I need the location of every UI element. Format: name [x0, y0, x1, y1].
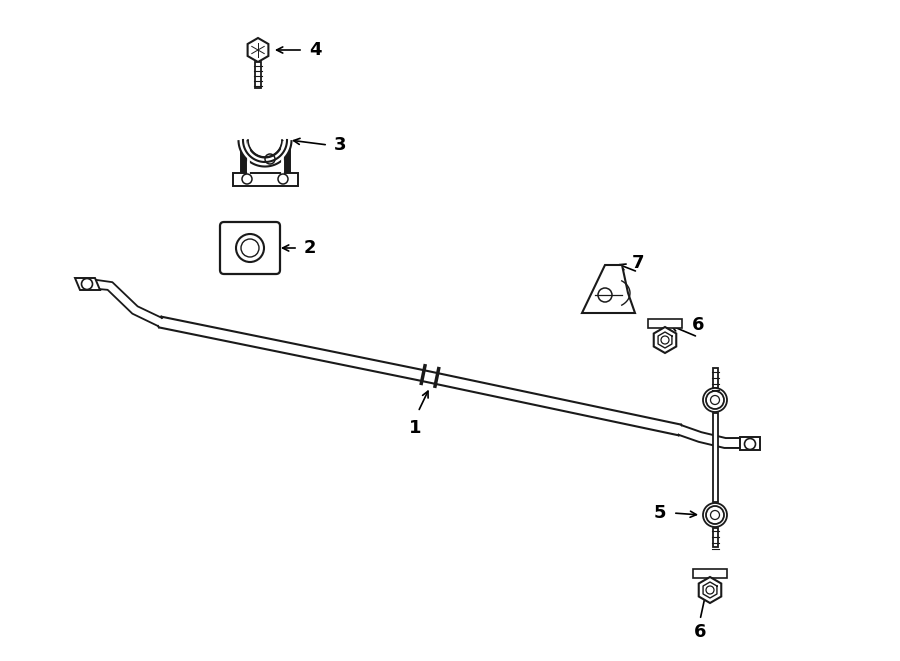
Text: 1: 1 — [409, 419, 421, 437]
Polygon shape — [713, 413, 717, 502]
Polygon shape — [713, 368, 717, 388]
Polygon shape — [248, 38, 268, 62]
Polygon shape — [232, 173, 298, 186]
Circle shape — [703, 388, 727, 412]
Polygon shape — [255, 62, 261, 88]
Text: 6: 6 — [694, 623, 706, 641]
Text: 4: 4 — [309, 41, 321, 59]
Circle shape — [703, 503, 727, 527]
Polygon shape — [75, 278, 100, 290]
Text: 7: 7 — [632, 254, 644, 272]
Circle shape — [706, 391, 724, 409]
Polygon shape — [740, 437, 760, 450]
Text: 5: 5 — [653, 504, 666, 522]
Polygon shape — [713, 528, 717, 547]
Text: 6: 6 — [692, 316, 704, 334]
Text: 2: 2 — [304, 239, 316, 257]
Polygon shape — [648, 319, 682, 328]
Circle shape — [706, 506, 724, 524]
Polygon shape — [653, 327, 676, 353]
Polygon shape — [698, 577, 721, 603]
Polygon shape — [693, 569, 727, 578]
Text: 3: 3 — [334, 136, 346, 154]
Polygon shape — [582, 265, 635, 313]
